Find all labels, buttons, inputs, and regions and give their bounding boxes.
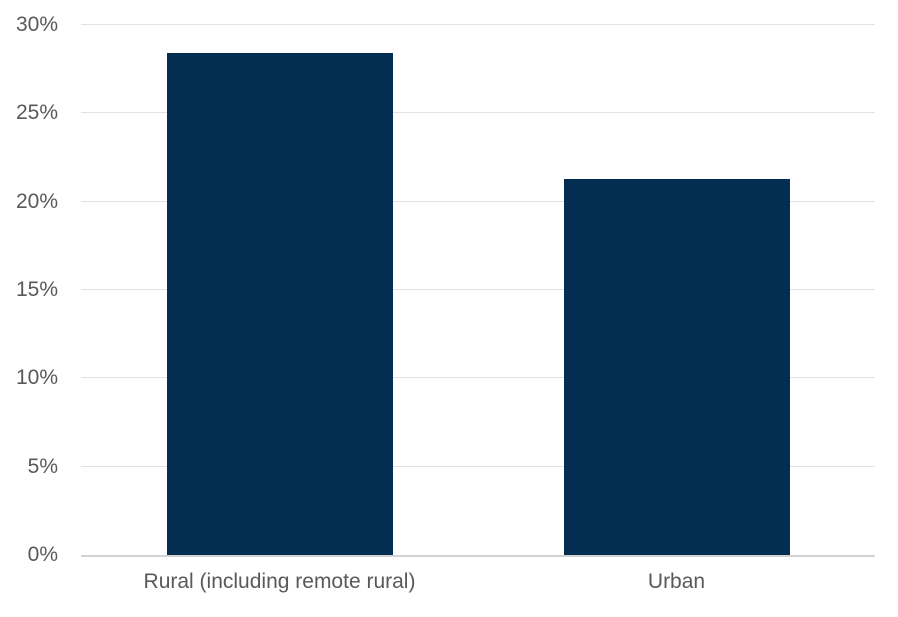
y-tick-label: 25% — [15, 101, 58, 125]
y-tick-label: 30% — [15, 13, 58, 36]
gridline — [81, 112, 875, 114]
y-tick-label: 0% — [27, 543, 58, 566]
x-tick-label: Rural (including remote rural) — [143, 570, 416, 593]
bar-rural — [167, 53, 393, 555]
y-tick-label: 15% — [15, 278, 58, 301]
gridline — [81, 289, 875, 290]
x-tick-label: Urban — [647, 570, 706, 593]
y-tick-label: 20% — [15, 189, 58, 213]
gridline — [81, 24, 875, 25]
y-tick-label: 10% — [15, 366, 58, 390]
gridline — [81, 465, 875, 467]
y-tick-label: 5% — [27, 454, 58, 478]
gridline — [81, 200, 875, 202]
bar-urban — [564, 179, 790, 555]
plot-area — [81, 24, 875, 557]
gridline — [81, 377, 875, 379]
x-axis-line — [81, 555, 875, 557]
